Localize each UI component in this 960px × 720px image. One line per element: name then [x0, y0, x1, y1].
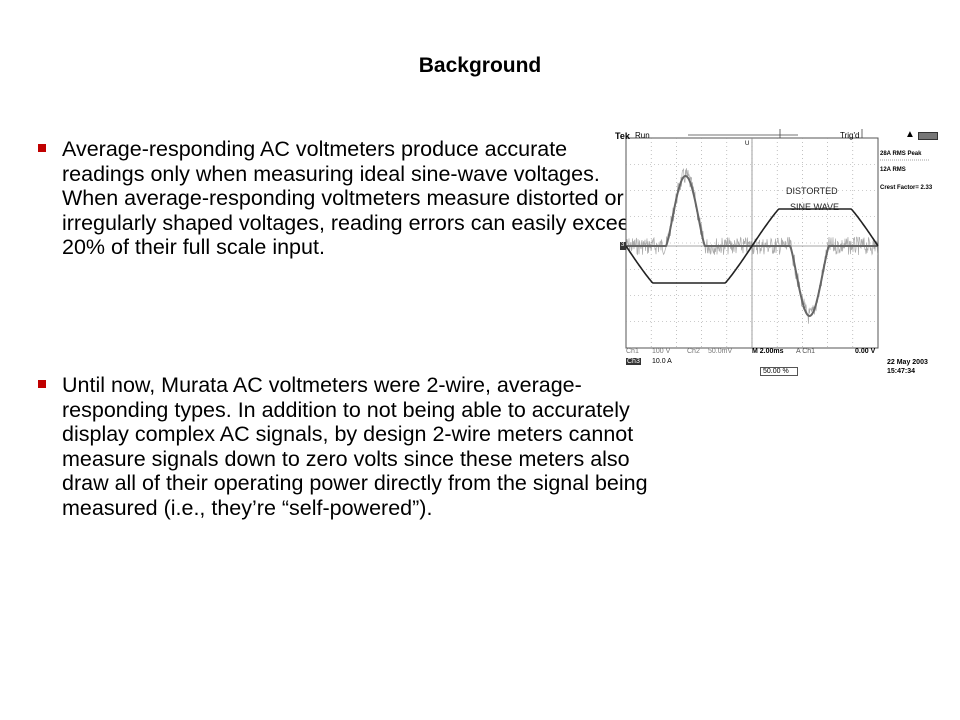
ch1-label: Ch1 [626, 348, 639, 355]
bullet-item: Until now, Murata AC voltmeters were 2-w… [38, 373, 650, 520]
warning-icon: ▲ [905, 129, 915, 140]
channel-marker: 3 [621, 242, 625, 248]
ch1-scale: 100 V [652, 348, 671, 355]
timebase: M 2.00ms [752, 348, 784, 355]
bullet-square-icon [38, 144, 46, 152]
ch2-scale: 50.0mV [708, 348, 733, 355]
bullet-text: Until now, Murata AC voltmeters were 2-w… [62, 373, 648, 520]
battery-icon [918, 132, 938, 140]
trigger-status: Trig'd [840, 131, 860, 140]
oscilloscope-screenshot: Tek Run U 3 Trig'd ▲ DISTORTED SINE WAVE… [600, 127, 960, 387]
scope-status: Run [635, 131, 650, 140]
trigger-source: A Ch1 [796, 348, 816, 355]
measurement-crest: Crest Factor= 2.33 [880, 185, 933, 191]
ch2-label: Ch2 [687, 348, 700, 355]
measurement-peak: 28A RMS Peak [880, 151, 922, 157]
slide-title: Background [418, 54, 542, 77]
scope-date: 22 May 2003 [887, 359, 928, 366]
trigger-marker: U [745, 141, 750, 147]
scope-time: 15:47:34 [887, 368, 916, 375]
trigger-position: 50.00 % [760, 367, 798, 376]
ch3-scale: 10.0 A [652, 358, 672, 365]
annotation-line1: DISTORTED [786, 186, 838, 196]
trigger-level: 0.00 V [855, 348, 876, 355]
oscilloscope-trace-image [620, 129, 930, 349]
bullet-text: Average-responding AC voltmeters produce… [62, 137, 642, 259]
measurement-rms: 12A RMS [880, 167, 906, 173]
scope-brand: Tek [615, 131, 630, 141]
ch3-label: Ch3 [626, 358, 641, 365]
annotation-line2: SINE WAVE [790, 202, 840, 212]
bullet-item: Average-responding AC voltmeters produce… [38, 137, 650, 260]
bullet-square-icon [38, 380, 46, 388]
